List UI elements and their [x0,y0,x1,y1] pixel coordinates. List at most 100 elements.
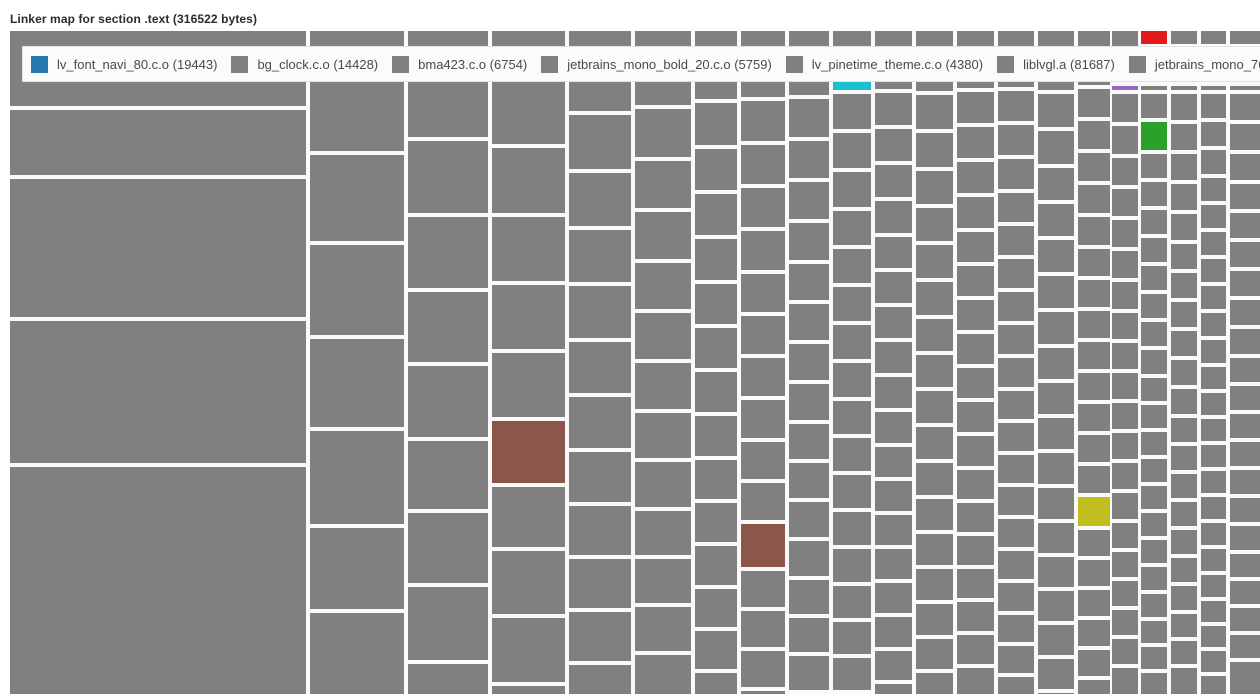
treemap-tile[interactable] [10,110,306,175]
treemap-tile[interactable] [1038,383,1074,414]
treemap-tile[interactable] [998,423,1034,451]
treemap-tile[interactable] [1171,273,1197,298]
treemap-tile[interactable] [1201,367,1226,389]
treemap-tile[interactable] [1230,635,1260,658]
treemap-tile[interactable] [741,231,785,270]
treemap-tile[interactable] [1230,86,1260,90]
treemap-tile[interactable] [957,668,994,694]
treemap-tile[interactable] [1038,348,1074,379]
treemap-tile[interactable] [1171,668,1197,694]
treemap-tile[interactable] [1171,331,1197,356]
treemap-tile[interactable] [1201,232,1226,255]
treemap-tile[interactable] [1078,185,1110,213]
treemap-tile[interactable] [998,292,1034,321]
treemap-tile[interactable] [1038,168,1074,200]
treemap-tile[interactable] [833,133,871,168]
treemap-tile[interactable] [833,475,871,508]
treemap-tile[interactable] [1078,373,1110,400]
treemap-tile[interactable] [1201,122,1226,146]
treemap-tile[interactable] [1078,217,1110,245]
treemap-tile[interactable] [916,534,953,565]
treemap-tile[interactable] [998,487,1034,515]
treemap-tile[interactable] [1141,31,1167,44]
treemap-tile[interactable] [741,188,785,227]
treemap-tile[interactable] [1038,276,1074,308]
treemap-tile[interactable] [875,377,912,408]
treemap-tile[interactable] [1141,122,1167,150]
treemap-tile[interactable] [957,300,994,330]
treemap-tile[interactable] [1171,184,1197,210]
treemap-tile[interactable] [998,519,1034,547]
treemap-tile[interactable] [741,400,785,438]
treemap-tile[interactable] [695,460,737,499]
treemap-tile[interactable] [1112,282,1138,309]
treemap-tile[interactable] [998,125,1034,155]
treemap-tile[interactable] [492,78,565,144]
treemap-tile[interactable] [1038,204,1074,236]
treemap-tile[interactable] [569,173,631,226]
treemap-tile[interactable] [1038,523,1074,553]
treemap-tile[interactable] [1038,488,1074,519]
treemap-tile[interactable] [916,171,953,204]
treemap-tile[interactable] [1112,610,1138,635]
treemap-tile[interactable] [1230,608,1260,631]
treemap-tile[interactable] [1141,647,1167,669]
treemap-tile[interactable] [10,467,306,694]
treemap-tile[interactable] [1141,621,1167,643]
treemap-tile[interactable] [1201,94,1226,118]
treemap-tile[interactable] [1078,497,1110,526]
treemap-tile[interactable] [875,412,912,443]
treemap-tile[interactable] [998,455,1034,483]
legend-item[interactable]: liblvgl.a (81687) [997,55,1115,73]
treemap-tile[interactable] [1078,89,1110,117]
treemap-tile[interactable] [1230,386,1260,410]
treemap-tile[interactable] [998,91,1034,121]
treemap-tile[interactable] [957,436,994,466]
treemap-tile[interactable] [310,431,404,524]
treemap-tile[interactable] [998,391,1034,419]
treemap-tile[interactable] [310,339,404,427]
treemap-tile[interactable] [635,212,691,259]
treemap-tile[interactable] [957,162,994,193]
treemap-tile[interactable] [1201,626,1226,647]
legend-item[interactable]: bg_clock.c.o (14428) [231,55,378,73]
treemap-tile[interactable] [635,263,691,309]
legend-item[interactable]: lv_pinetime_theme.c.o (4380) [785,55,983,73]
treemap-tile[interactable] [1171,474,1197,498]
treemap-tile[interactable] [1112,403,1138,429]
treemap-tile[interactable] [833,586,871,618]
treemap-tile[interactable] [833,287,871,321]
treemap-tile[interactable] [695,673,737,694]
treemap-tile[interactable] [957,635,994,664]
treemap-tile[interactable] [957,368,994,398]
treemap-tile[interactable] [1141,350,1167,374]
treemap-tile[interactable] [1141,238,1167,262]
treemap-tile[interactable] [1171,614,1197,637]
treemap-tile[interactable] [1230,662,1260,694]
treemap-tile[interactable] [957,602,994,631]
treemap-tile[interactable] [1171,124,1197,150]
treemap-tile[interactable] [916,639,953,669]
treemap-tile[interactable] [1141,322,1167,346]
treemap-tile[interactable] [741,691,785,694]
treemap-tile[interactable] [1112,639,1138,664]
treemap-tile[interactable] [833,172,871,207]
treemap-tile[interactable] [916,133,953,167]
treemap-tile[interactable] [741,483,785,520]
treemap-tile[interactable] [789,618,829,652]
treemap-tile[interactable] [635,462,691,507]
treemap-tile[interactable] [1171,641,1197,664]
treemap-tile[interactable] [569,665,631,694]
treemap-tile[interactable] [310,79,404,151]
treemap-tile[interactable] [1112,433,1138,459]
treemap-tile[interactable] [1112,220,1138,247]
treemap-tile[interactable] [1201,676,1226,694]
treemap-tile[interactable] [569,612,631,661]
treemap-tile[interactable] [1171,418,1197,442]
treemap-tile[interactable] [695,239,737,280]
treemap-tile[interactable] [1230,358,1260,382]
treemap-tile[interactable] [789,541,829,576]
treemap-tile[interactable] [957,334,994,364]
treemap-tile[interactable] [492,618,565,682]
treemap-tile[interactable] [875,481,912,511]
